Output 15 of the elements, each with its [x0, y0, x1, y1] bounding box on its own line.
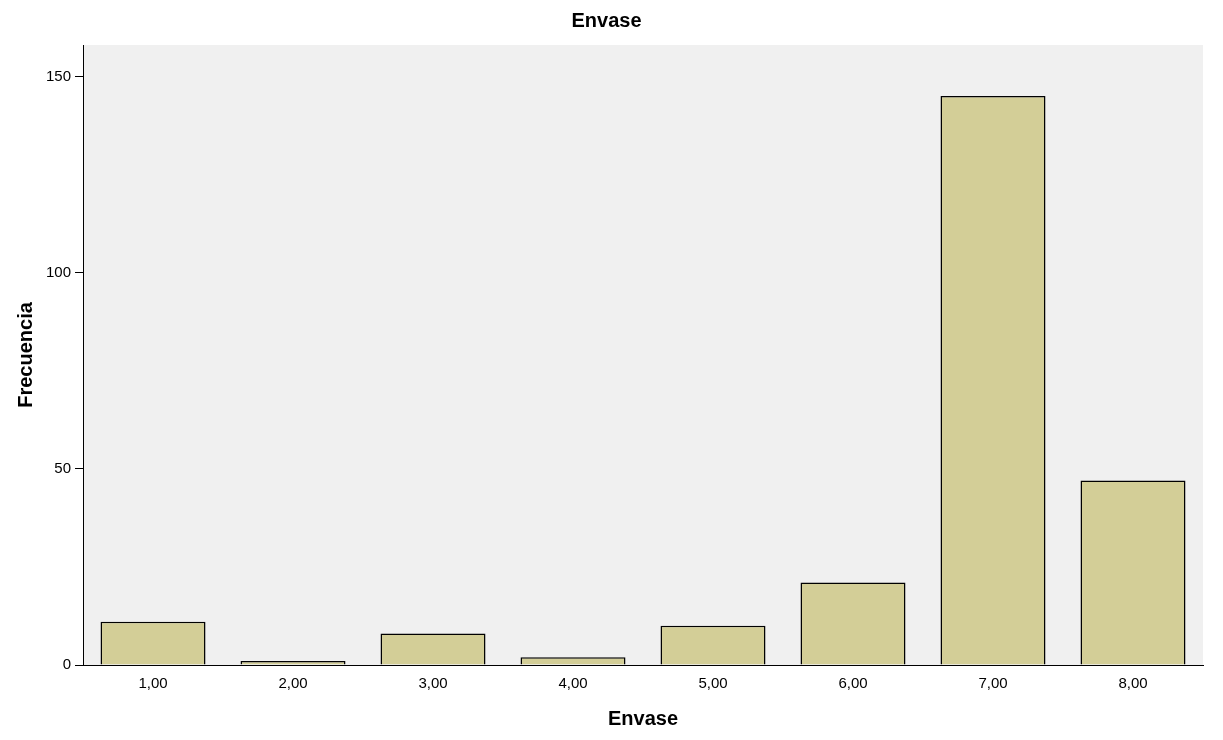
- x-tick-label: 5,00: [698, 674, 728, 692]
- chart-title: Envase: [571, 8, 642, 31]
- x-tick-label: 2,00: [278, 674, 308, 692]
- x-tick-label: 4,00: [558, 674, 588, 692]
- x-tick-label: 8,00: [1118, 674, 1148, 692]
- y-axis-title: Frecuencia: [13, 301, 36, 408]
- y-tick-label: 150: [46, 66, 72, 84]
- x-tick-label: 6,00: [838, 674, 868, 692]
- y-tick-label: 50: [54, 458, 72, 476]
- x-tick-label: 3,00: [418, 674, 448, 692]
- x-tick-label: 7,00: [978, 674, 1008, 692]
- x-tick-label: 1,00: [138, 674, 168, 692]
- x-axis-title: Envase: [607, 706, 679, 729]
- y-tick-label: 0: [62, 655, 72, 673]
- y-tick-label: 100: [46, 262, 72, 280]
